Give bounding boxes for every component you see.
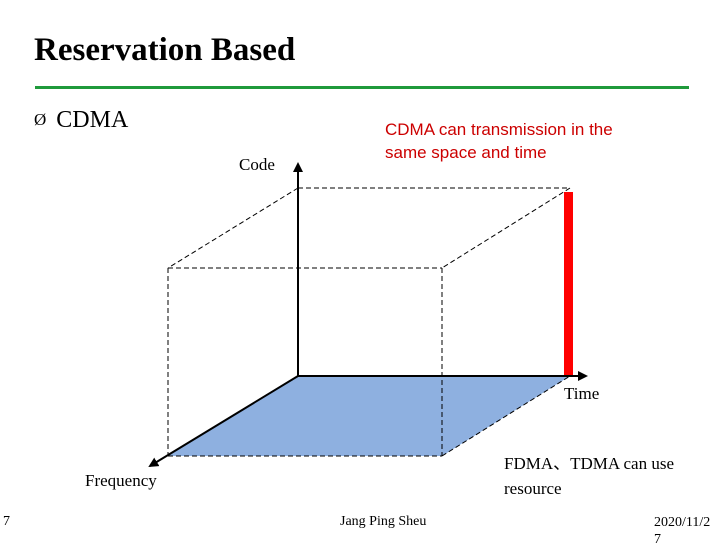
cube-edges <box>167 187 571 457</box>
footer-author: Jang Ping Sheu <box>340 514 427 529</box>
fdma-note-line1: FDMA、TDMA can use <box>504 454 674 473</box>
bullet-arrow-icon: Ø <box>34 110 47 129</box>
bullet-text: CDMA <box>56 107 129 133</box>
fdma-note-line2: resource <box>504 479 562 498</box>
time-axis-label: Time <box>564 384 600 403</box>
slide-title: Reservation Based <box>34 32 296 68</box>
frequency-axis-label: Frequency <box>85 471 157 490</box>
cdma-note: CDMA can transmission in the same space … <box>385 118 613 164</box>
page-number: 7 <box>3 514 10 529</box>
cdma-note-line2: same space and time <box>385 143 547 162</box>
footer-date: 2020/11/27 <box>654 515 711 547</box>
fdma-tdma-note: FDMA、TDMA can use resource <box>504 451 674 501</box>
bullet-item: Ø CDMA <box>34 107 128 134</box>
title-underline <box>35 86 689 89</box>
cdma-note-line1: CDMA can transmission in the <box>385 120 613 139</box>
code-bar <box>564 192 573 376</box>
frequency-axis <box>148 375 299 468</box>
code-axis-label: Code <box>239 155 275 174</box>
floor-plane <box>168 376 570 456</box>
